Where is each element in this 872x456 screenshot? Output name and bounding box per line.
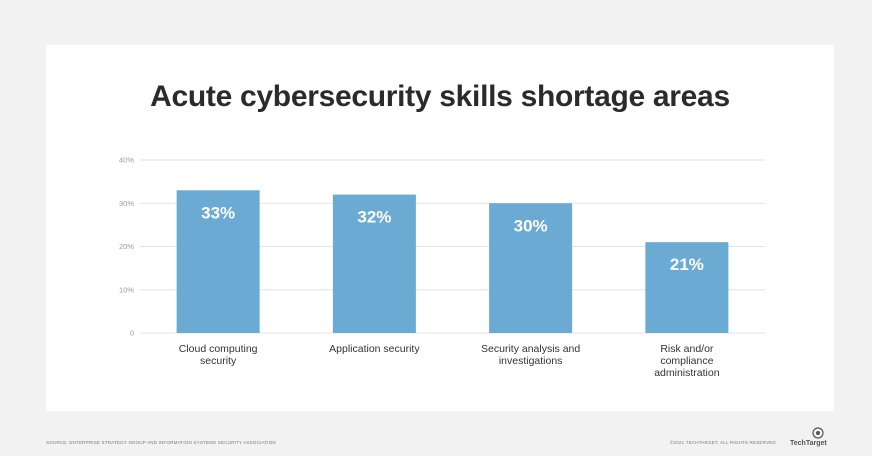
x-category-label: investigations bbox=[499, 355, 563, 367]
y-tick-label: 40% bbox=[119, 156, 134, 165]
x-category-label: Cloud computing bbox=[179, 343, 258, 355]
logo-mark-icon bbox=[812, 427, 824, 439]
x-category-label: security bbox=[200, 355, 237, 367]
data-labels: 33% 32% 30% 21% bbox=[201, 203, 704, 274]
source-note: SOURCE: ENTERPRISE STRATEGY GROUP AND IN… bbox=[46, 440, 276, 445]
chart-title: Acute cybersecurity skills shortage area… bbox=[150, 80, 730, 113]
x-category-label: Security analysis and bbox=[481, 343, 580, 355]
y-tick-label: 0 bbox=[130, 329, 134, 338]
y-tick-label: 30% bbox=[119, 199, 134, 208]
y-tick-label: 20% bbox=[119, 242, 134, 251]
data-label: 33% bbox=[201, 203, 235, 222]
data-label: 32% bbox=[357, 208, 391, 227]
bar bbox=[332, 194, 416, 333]
x-category-label: administration bbox=[654, 367, 720, 379]
techtarget-logo: TechTarget bbox=[790, 427, 834, 449]
bar bbox=[489, 203, 573, 333]
copyright-note: ©2021 TECHTARGET. ALL RIGHTS RESERVED bbox=[670, 440, 776, 445]
bars bbox=[176, 190, 729, 333]
y-tick-label: 10% bbox=[119, 285, 134, 294]
brand-name: TechTarget bbox=[790, 440, 827, 447]
data-label: 21% bbox=[670, 255, 704, 274]
bar bbox=[176, 190, 260, 333]
data-label: 30% bbox=[514, 216, 548, 235]
x-category-label: compliance bbox=[660, 355, 713, 367]
bar bbox=[645, 242, 729, 333]
x-category-label: Application security bbox=[329, 343, 420, 355]
x-category-label: Risk and/or bbox=[660, 343, 714, 355]
y-axis-ticks: 0 10% 20% 30% 40% bbox=[119, 156, 134, 338]
